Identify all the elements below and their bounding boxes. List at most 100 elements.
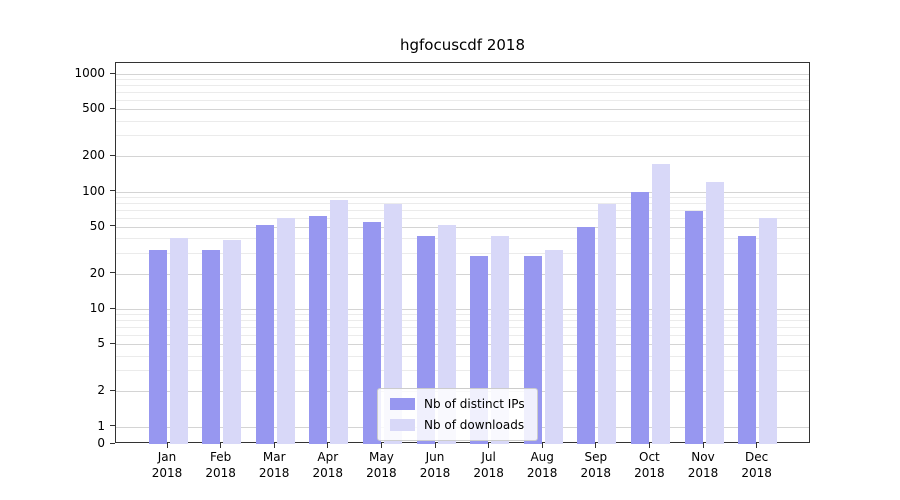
gridline-minor (116, 355, 809, 357)
gridline-minor (116, 327, 809, 329)
x-tick-label: Aug 2018 (526, 450, 558, 480)
gridline-minor (116, 314, 809, 316)
y-tick-20 (110, 272, 115, 274)
gridline-minor (116, 320, 809, 322)
y-tick-0 (110, 442, 115, 444)
gridline-major (116, 226, 809, 228)
gridline-major (116, 109, 809, 111)
x-tick (756, 443, 758, 448)
gridline-minor (116, 196, 809, 198)
y-tick-label-20: 20 (89, 265, 105, 280)
x-tick-label: Jan 2018 (151, 450, 183, 480)
x-tick (273, 443, 275, 448)
bar-downloads (598, 204, 617, 444)
bar-distinct-ips (362, 222, 381, 444)
bar-downloads (223, 239, 242, 444)
x-tick-label: Feb 2018 (205, 450, 236, 480)
gridline-minor (116, 217, 809, 219)
legend-item-downloads: Nb of downloads (390, 418, 525, 432)
gridline-major (116, 156, 809, 158)
y-tick-label-500: 500 (82, 101, 105, 116)
gridline-major (116, 344, 809, 346)
x-tick-label: May 2018 (366, 450, 397, 480)
bar-distinct-ips (202, 249, 221, 444)
y-tick-label-100: 100 (82, 183, 105, 198)
x-tick-label: Mar 2018 (258, 450, 290, 480)
y-tick-5 (110, 342, 115, 344)
plot-area (115, 62, 810, 444)
y-tick-label-1000: 1000 (74, 66, 105, 80)
bar-distinct-ips (577, 226, 596, 444)
legend: Nb of distinct IPs Nb of downloads (377, 388, 538, 441)
bar-downloads (383, 204, 402, 444)
bar-distinct-ips (309, 215, 328, 444)
chart-title: hgfocuscdf 2018 (399, 36, 526, 54)
y-tick-label-200: 200 (82, 148, 105, 163)
y-tick-label-50: 50 (89, 218, 105, 233)
x-tick-label: Jun 2018 (419, 450, 451, 480)
x-tick (488, 443, 490, 448)
x-tick (541, 443, 543, 448)
bar-downloads (544, 249, 563, 444)
gridline-minor (116, 135, 809, 137)
y-tick-label-10: 10 (89, 301, 105, 315)
gridline-minor (116, 120, 809, 122)
y-tick-label-1: 1 (97, 418, 105, 433)
y-tick-2 (110, 389, 115, 391)
x-tick (220, 443, 222, 448)
y-tick-500 (110, 107, 115, 109)
legend-swatch-downloads (390, 419, 415, 431)
legend-item-distinct-ips: Nb of distinct IPs (390, 397, 525, 411)
bar-downloads (705, 182, 724, 444)
bar-distinct-ips (148, 249, 167, 444)
x-tick (327, 443, 329, 448)
gridline-major (116, 309, 809, 310)
x-tick (702, 443, 704, 448)
x-tick-label: Jul 2018 (473, 450, 504, 480)
x-tick-label: Nov 2018 (687, 450, 719, 480)
gridline-minor (116, 370, 809, 372)
bar-downloads (651, 164, 670, 444)
gridline-minor (116, 209, 809, 211)
legend-label-distinct-ips: Nb of distinct IPs (424, 397, 525, 411)
y-tick-200 (110, 154, 115, 156)
gridline-minor (116, 202, 809, 204)
y-tick-label-0: 0 (97, 436, 105, 450)
x-tick (380, 443, 382, 448)
y-tick-label-2: 2 (97, 383, 105, 398)
gridline-major (116, 74, 809, 75)
x-tick-label: Dec 2018 (741, 450, 772, 480)
gridline-minor (116, 100, 809, 102)
bar-distinct-ips (255, 224, 274, 444)
x-tick-label: Sep 2018 (580, 450, 612, 480)
x-tick-label: Oct 2018 (634, 450, 665, 480)
x-tick-label: Apr 2018 (312, 450, 344, 480)
bar-downloads (169, 238, 188, 444)
gridline-major (116, 191, 809, 193)
bar-distinct-ips (630, 191, 649, 444)
x-tick (434, 443, 436, 448)
bar-distinct-ips (684, 211, 703, 444)
gridline-minor (116, 92, 809, 94)
gridline-minor (116, 335, 809, 337)
bar-downloads (330, 199, 349, 444)
x-tick (595, 443, 597, 448)
gridline-minor (116, 79, 809, 81)
y-tick-10 (110, 307, 115, 309)
bar-downloads (276, 217, 295, 444)
y-tick-1000 (110, 72, 115, 74)
bar-distinct-ips (738, 235, 757, 444)
bar-downloads (759, 217, 778, 444)
y-tick-100 (110, 190, 115, 191)
gridline-major (116, 273, 809, 275)
legend-label-downloads: Nb of downloads (424, 418, 525, 432)
legend-swatch-distinct-ips (390, 398, 415, 410)
x-tick (166, 443, 168, 448)
y-tick-50 (110, 225, 115, 227)
gridline-minor (116, 85, 809, 87)
y-tick-1 (110, 425, 115, 426)
y-tick-label-5: 5 (97, 336, 105, 351)
x-tick (648, 443, 650, 448)
gridline-minor (116, 252, 809, 254)
